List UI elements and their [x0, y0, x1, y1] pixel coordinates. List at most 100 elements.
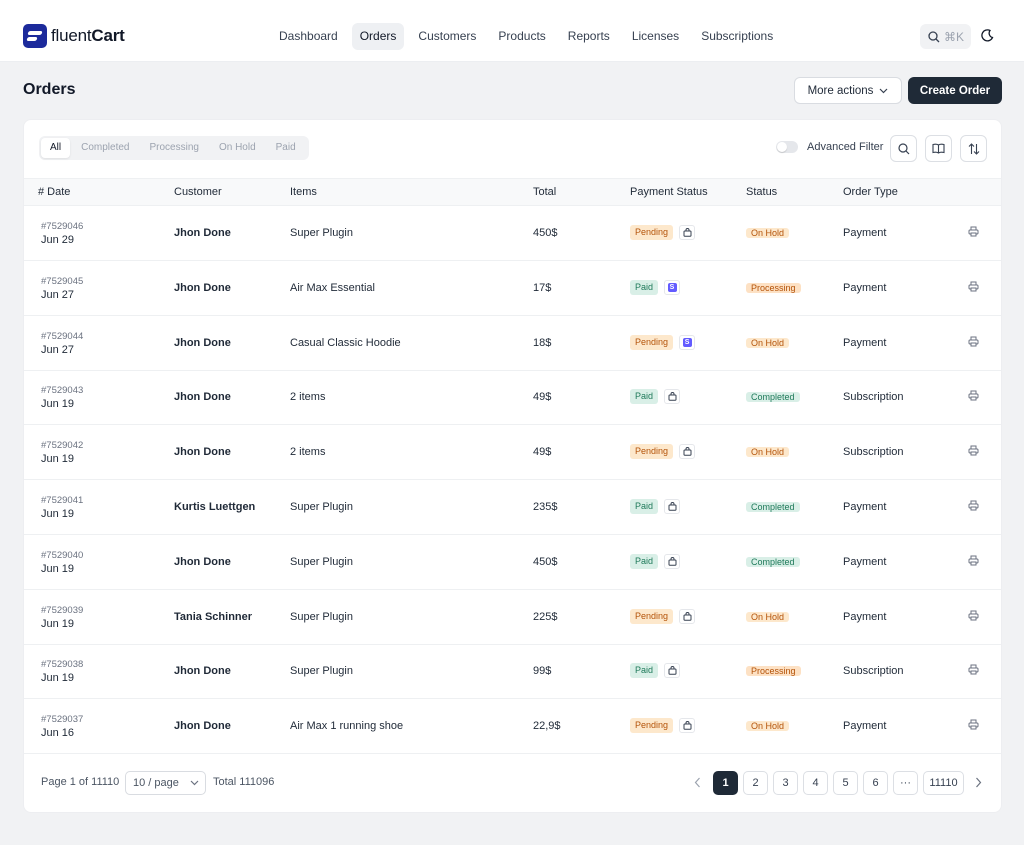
payment-status-badge: Pending — [630, 444, 674, 460]
customer-name[interactable]: Jhon Done — [174, 446, 231, 459]
order-total: 225$ — [533, 610, 558, 623]
order-type: Subscription — [843, 665, 904, 678]
order-type: Payment — [843, 501, 887, 513]
customer-name[interactable]: Jhon Done — [174, 227, 231, 239]
nav-orders[interactable]: Orders — [351, 23, 405, 50]
order-number[interactable]: #7529046 — [41, 221, 84, 232]
nav-dashboard[interactable]: Dashboard — [279, 29, 338, 43]
print-button[interactable] — [968, 445, 979, 459]
columns-button[interactable] — [925, 135, 952, 162]
nav-licenses[interactable]: Licenses — [631, 29, 680, 43]
tab-all[interactable]: All — [41, 138, 71, 158]
order-status: Completed — [746, 389, 800, 405]
table-row[interactable]: #7529046 Jun 29 Jhon Done Super Plugin 450$ P… — [24, 206, 1001, 261]
page-info: Page 1 of 11110 — [41, 776, 120, 788]
table-row[interactable]: #7529038 Jun 19 Jhon Done Super Plugin 99$ Pa… — [24, 644, 1001, 700]
customer-name[interactable]: Jhon Done — [174, 555, 231, 568]
order-number[interactable]: #7529039 — [41, 604, 84, 616]
customer-name[interactable]: Jhon Done — [174, 336, 231, 349]
col-customer[interactable]: Customer — [174, 186, 222, 198]
order-date: Jun 27 — [41, 288, 75, 301]
order-number[interactable]: #7529045 — [41, 275, 84, 287]
print-button[interactable] — [968, 500, 979, 514]
print-button[interactable] — [968, 719, 979, 733]
page-2[interactable]: 2 — [743, 771, 768, 795]
next-page-icon[interactable] — [975, 777, 982, 788]
tab-paid[interactable]: Paid — [275, 142, 296, 153]
print-button[interactable] — [968, 390, 979, 404]
per-page-select[interactable]: 10 / page — [125, 771, 206, 795]
advanced-filter[interactable]: Advanced Filter — [776, 141, 883, 153]
customer-name[interactable]: Jhon Done — [174, 720, 231, 733]
col-status[interactable]: Status — [746, 186, 778, 198]
col-date[interactable]: # Date — [38, 186, 71, 198]
print-icon — [968, 664, 979, 675]
nav-products[interactable]: Products — [498, 29, 546, 43]
print-button[interactable] — [968, 664, 979, 678]
order-number[interactable]: #7529040 — [41, 549, 84, 561]
print-button[interactable] — [968, 281, 979, 295]
order-number[interactable]: #7529042 — [41, 440, 84, 452]
order-number[interactable]: #7529041 — [41, 495, 84, 506]
customer-name[interactable]: Jhon Done — [174, 391, 231, 404]
print-button[interactable] — [968, 336, 979, 350]
order-number[interactable]: #7529037 — [41, 714, 84, 726]
page-ellipsis[interactable]: ··· — [893, 771, 918, 795]
order-total: 450$ — [533, 227, 558, 239]
col-order-type[interactable]: Order Type — [843, 186, 898, 198]
page-4[interactable]: 4 — [803, 771, 828, 795]
more-actions-button[interactable]: More actions — [794, 77, 902, 104]
table-row[interactable]: #7529044 Jun 27 Jhon Done Casual Classic Ho… — [24, 316, 1001, 371]
order-number[interactable]: #7529038 — [41, 659, 84, 671]
col-payment-status[interactable]: Payment Status — [630, 186, 708, 198]
bag-icon — [668, 392, 677, 402]
table-row[interactable]: #7529041 Jun 19 Kurtis Luettgen Super Plugi… — [24, 480, 1001, 535]
table-search-button[interactable] — [890, 135, 917, 162]
nav-customers[interactable]: Customers — [418, 29, 477, 43]
customer-name[interactable]: Kurtis Luettgen — [174, 501, 256, 513]
table-row[interactable]: #7529040 Jun 19 Jhon Done Super Plugin 450$ P… — [24, 535, 1001, 590]
col-items[interactable]: Items — [290, 186, 317, 198]
customer-name[interactable]: Tania Schinner — [174, 610, 253, 623]
sort-button[interactable] — [960, 135, 987, 162]
print-button[interactable] — [968, 610, 979, 624]
print-button[interactable] — [968, 226, 979, 240]
offline-payment-icon — [679, 608, 696, 624]
advanced-filter-toggle[interactable] — [776, 141, 798, 153]
per-page-value: 10 / page — [133, 777, 179, 789]
dark-mode-icon[interactable] — [981, 29, 994, 42]
table-row[interactable]: #7529042 Jun 19 Jhon Done 2 items 49$ Pending… — [24, 425, 1001, 481]
order-date: Jun 19 — [41, 562, 75, 575]
table-row[interactable]: #7529037 Jun 16 Jhon Done Air Max 1 running… — [24, 699, 1001, 755]
payment-status: Pending — [630, 718, 696, 734]
tab-processing[interactable]: Processing — [149, 142, 199, 153]
create-order-button[interactable]: Create Order — [908, 77, 1002, 104]
order-number[interactable]: #7529043 — [41, 385, 84, 397]
table-row[interactable]: #7529045 Jun 27 Jhon Done Air Max Essential… — [24, 261, 1001, 316]
nav-reports[interactable]: Reports — [567, 29, 610, 43]
order-number[interactable]: #7529044 — [41, 330, 84, 342]
order-total: 450$ — [533, 555, 558, 568]
global-search-button[interactable]: ⌘K — [920, 24, 971, 49]
page-1[interactable]: 1 — [713, 771, 738, 795]
prev-page-icon[interactable] — [694, 777, 701, 788]
table-row[interactable]: #7529039 Jun 19 Tania Schinner Super Plugin… — [24, 590, 1001, 645]
top-bar: fluentCart Dashboard Orders Customers Pr… — [0, 0, 1024, 62]
customer-name[interactable]: Jhon Done — [174, 281, 231, 294]
offline-payment-icon — [679, 718, 696, 734]
tab-completed[interactable]: Completed — [81, 142, 130, 153]
print-button[interactable] — [968, 555, 979, 569]
page-last[interactable]: 11110 — [923, 771, 964, 795]
table-row[interactable]: #7529043 Jun 19 Jhon Done 2 items 49$ Paid Com… — [24, 370, 1001, 426]
stripe-glyph: S — [667, 282, 677, 292]
customer-name[interactable]: Jhon Done — [174, 665, 231, 678]
col-total[interactable]: Total — [533, 186, 557, 198]
page-3[interactable]: 3 — [773, 771, 798, 795]
book-open-icon — [932, 143, 945, 154]
nav-subscriptions[interactable]: Subscriptions — [701, 29, 774, 43]
brand-name: fluentCart — [51, 26, 125, 45]
brand-logo[interactable]: fluentCart — [23, 24, 125, 48]
page-6[interactable]: 6 — [863, 771, 888, 795]
tab-on-hold[interactable]: On Hold — [218, 142, 256, 153]
page-5[interactable]: 5 — [833, 771, 858, 795]
